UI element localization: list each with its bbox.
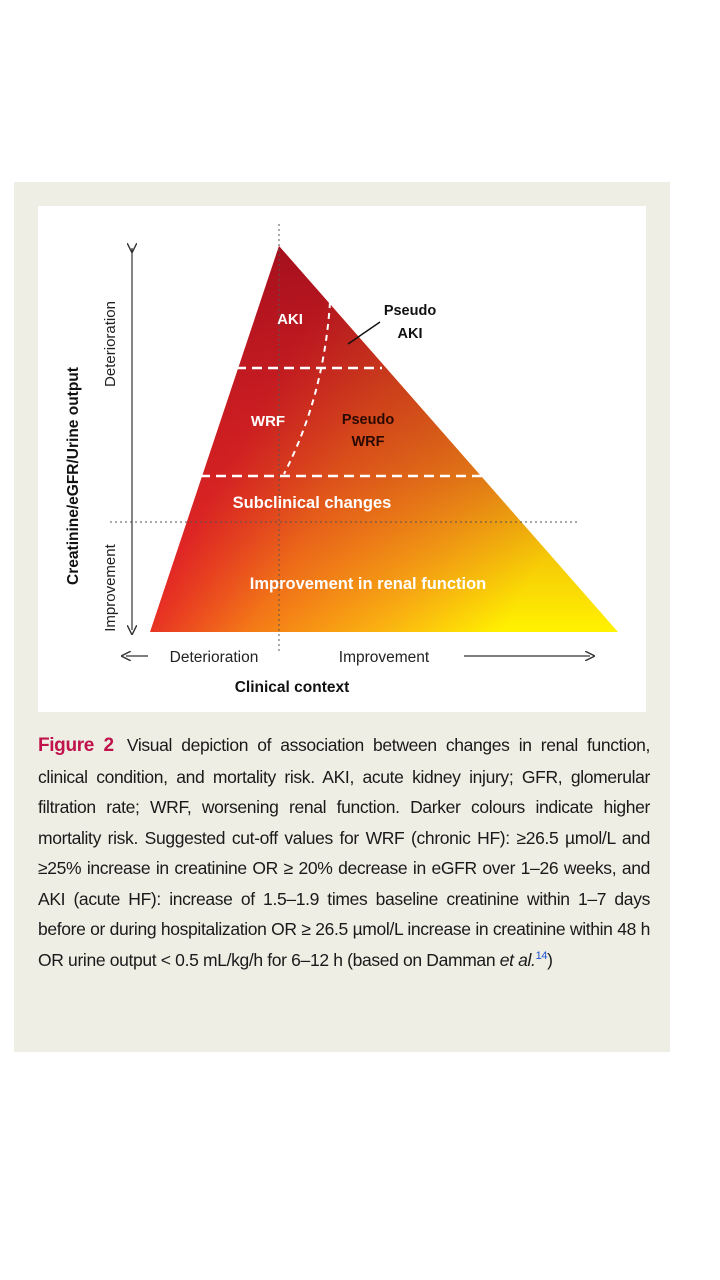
caption-et-al: et al. — [499, 949, 536, 970]
figure-caption: Figure 2 Visual depiction of association… — [38, 730, 650, 975]
x-right-label: Improvement — [339, 649, 430, 666]
region-aki-label: AKI — [277, 311, 303, 328]
region-subclinical-label: Subclinical changes — [233, 494, 392, 512]
caption-closing: ) — [547, 949, 553, 970]
pseudo-aki-pointer — [347, 321, 381, 345]
region-improvement-label: Improvement in renal function — [250, 575, 487, 593]
divider-pseudo — [283, 301, 331, 475]
y-bottom-label: Improvement — [102, 543, 119, 631]
caption-text: Visual depiction of association between … — [38, 735, 651, 970]
renal-function-diagram: AKI Pseudo AKI WRF Pseudo WRF Subclinica… — [65, 224, 618, 696]
y-top-label: Deterioration — [102, 301, 119, 387]
region-pseudo-wrf-label-1: Pseudo — [342, 412, 395, 428]
reference-link[interactable]: 14 — [535, 949, 548, 962]
risk-triangle-dark-overlay — [150, 246, 618, 632]
figure-label: Figure 2 — [38, 735, 114, 756]
region-pseudo-aki-label-2: AKI — [398, 326, 423, 342]
y-axis-label: Creatinine/eGFR/Urine output — [65, 367, 82, 585]
region-pseudo-wrf-label-2: WRF — [351, 434, 384, 450]
region-pseudo-aki-label-1: Pseudo — [384, 303, 437, 319]
x-axis-label: Clinical context — [235, 679, 350, 696]
figure-panel: AKI Pseudo AKI WRF Pseudo WRF Subclinica… — [14, 182, 670, 1052]
x-left-label: Deterioration — [170, 649, 259, 666]
diagram-box: AKI Pseudo AKI WRF Pseudo WRF Subclinica… — [38, 206, 646, 712]
region-wrf-label: WRF — [251, 413, 285, 430]
